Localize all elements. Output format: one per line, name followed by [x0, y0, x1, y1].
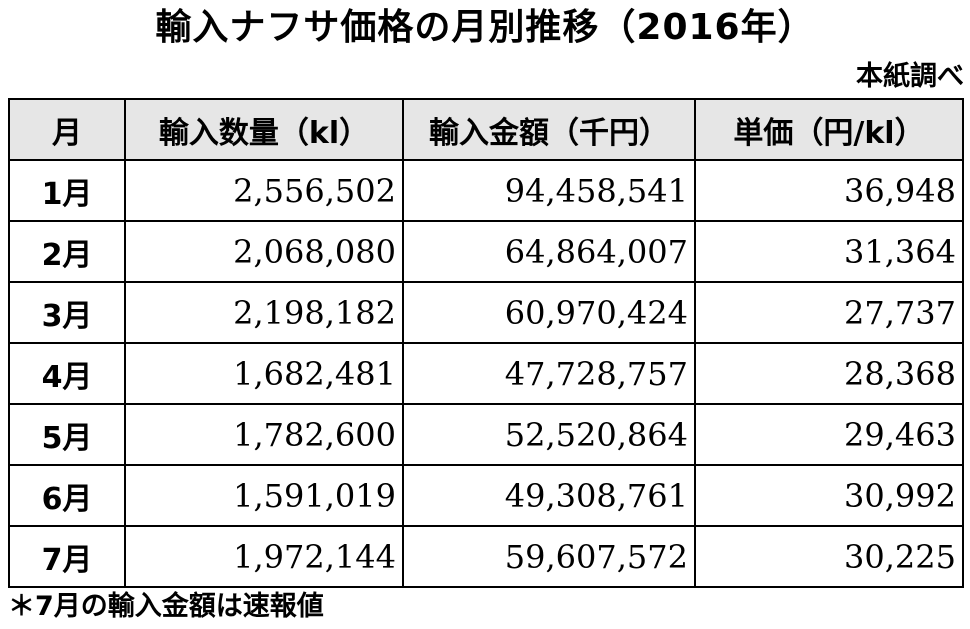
cell-import-volume: 2,556,502	[124, 159, 404, 222]
cell-import-value: 64,864,007	[402, 220, 696, 283]
cell-import-volume: 2,068,080	[124, 220, 404, 283]
table-row: 4月 1,682,481 47,728,757 28,368	[8, 342, 964, 405]
cell-month: 2月	[8, 220, 126, 283]
header-row: 月 輸入数量（kl） 輸入金額（千円） 単価（円/kl）	[8, 98, 964, 161]
table-row: 7月 1,972,144 59,607,572 30,225	[8, 525, 964, 588]
cell-import-value: 60,970,424	[402, 281, 696, 344]
cell-unit-price: 28,368	[694, 342, 964, 405]
cell-import-volume: 1,782,600	[124, 403, 404, 466]
cell-import-value: 49,308,761	[402, 464, 696, 527]
cell-import-volume: 1,682,481	[124, 342, 404, 405]
table-row: 1月 2,556,502 94,458,541 36,948	[8, 159, 964, 222]
cell-unit-price: 31,364	[694, 220, 964, 283]
cell-month: 1月	[8, 159, 126, 222]
import-price-table: 月 輸入数量（kl） 輸入金額（千円） 単価（円/kl） 1月 2,556,50…	[8, 98, 964, 588]
cell-month: 4月	[8, 342, 126, 405]
header-month: 月	[8, 98, 126, 161]
cell-unit-price: 36,948	[694, 159, 964, 222]
cell-month: 7月	[8, 525, 126, 588]
cell-import-value: 47,728,757	[402, 342, 696, 405]
cell-month: 5月	[8, 403, 126, 466]
table-row: 3月 2,198,182 60,970,424 27,737	[8, 281, 964, 344]
cell-import-value: 94,458,541	[402, 159, 696, 222]
source-label: 本紙調べ	[856, 61, 964, 92]
cell-import-value: 59,607,572	[402, 525, 696, 588]
header-unit-price: 単価（円/kl）	[694, 98, 964, 161]
cell-unit-price: 30,992	[694, 464, 964, 527]
cell-month: 3月	[8, 281, 126, 344]
cell-unit-price: 27,737	[694, 281, 964, 344]
table-row: 2月 2,068,080 64,864,007 31,364	[8, 220, 964, 283]
table-row: 6月 1,591,019 49,308,761 30,992	[8, 464, 964, 527]
table-row: 5月 1,782,600 52,520,864 29,463	[8, 403, 964, 466]
cell-unit-price: 30,225	[694, 525, 964, 588]
cell-month: 6月	[8, 464, 126, 527]
header-import-volume: 輸入数量（kl）	[124, 98, 404, 161]
cell-import-volume: 1,972,144	[124, 525, 404, 588]
cell-unit-price: 29,463	[694, 403, 964, 466]
document-title: 輸入ナフサ価格の月別推移（2016年）	[155, 7, 815, 48]
cell-import-volume: 1,591,019	[124, 464, 404, 527]
cell-import-value: 52,520,864	[402, 403, 696, 466]
footnote: ＊7月の輸入金額は速報値	[8, 591, 324, 622]
cell-import-volume: 2,198,182	[124, 281, 404, 344]
header-import-value: 輸入金額（千円）	[402, 98, 696, 161]
